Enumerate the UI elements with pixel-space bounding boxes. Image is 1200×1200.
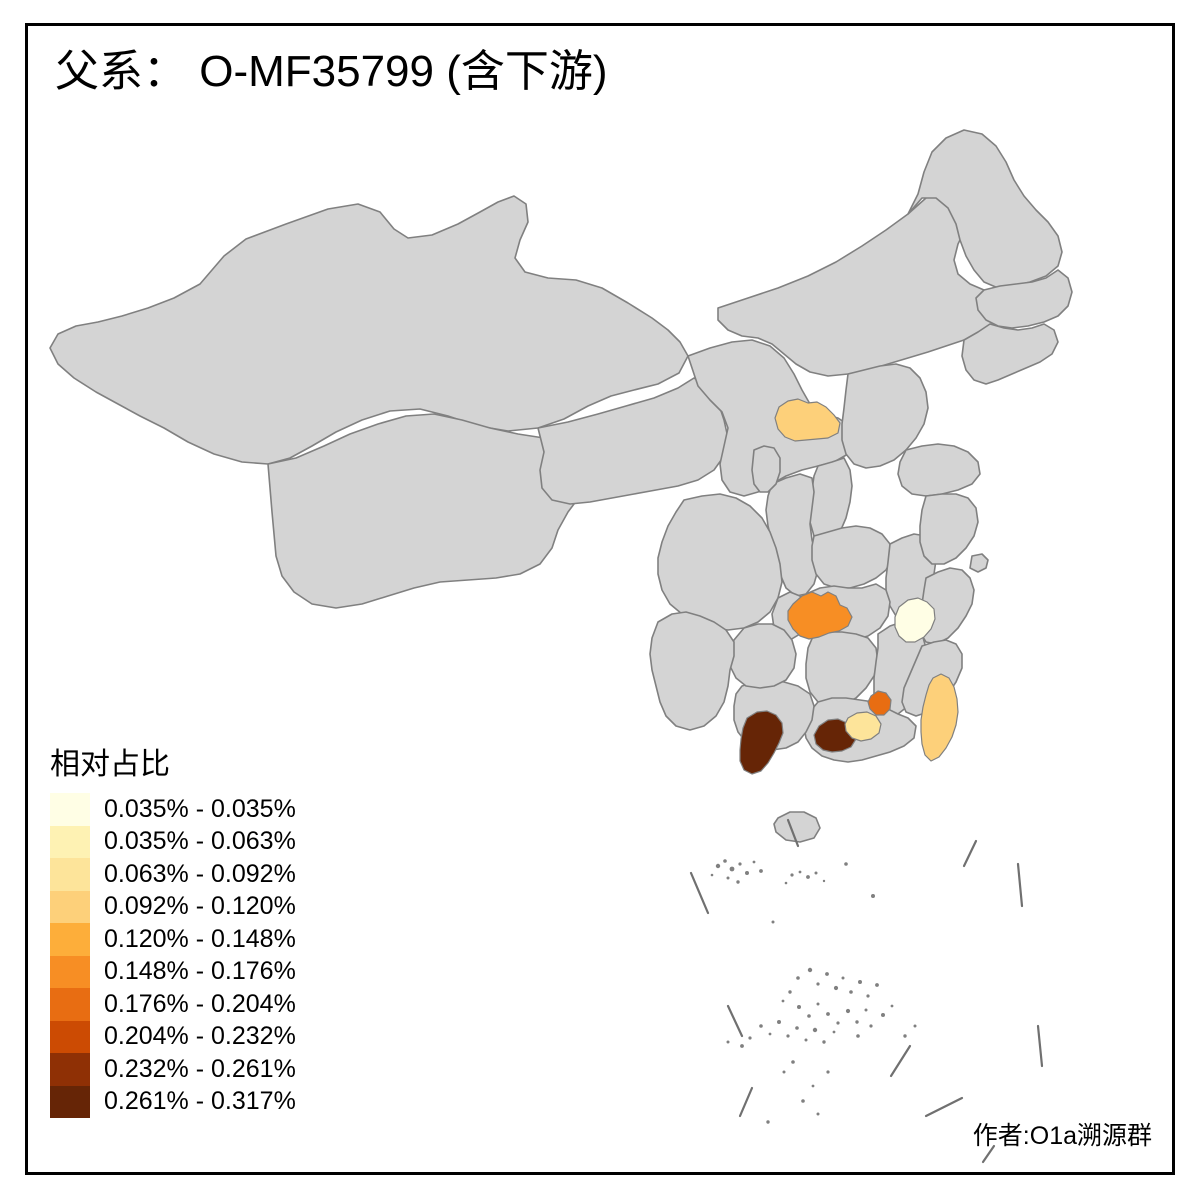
legend-row[interactable]: 0.204% - 0.232% (50, 1020, 296, 1053)
province-guizhou (729, 623, 797, 689)
region-guangdong-east-prefecture[interactable] (844, 711, 882, 742)
province-hainan (773, 811, 821, 843)
nine-dash-line (689, 818, 1044, 1164)
legend-range-label: 0.035% - 0.035% (104, 794, 296, 823)
region-north-china-prefecture[interactable] (774, 398, 841, 442)
legend-color-swatch (50, 923, 90, 956)
province-shanghai (969, 553, 989, 573)
legend-row[interactable]: 0.120% - 0.148% (50, 923, 296, 956)
province-yunnan (649, 611, 735, 731)
province-hunan (805, 631, 879, 707)
province-heilongjiang (907, 129, 1063, 289)
region-jiangxi-prefecture[interactable] (787, 591, 853, 640)
legend-range-label: 0.176% - 0.204% (104, 989, 296, 1018)
legend-range-label: 0.204% - 0.232% (104, 1022, 296, 1051)
legend-row[interactable]: 0.148% - 0.176% (50, 955, 296, 988)
legend-range-label: 0.261% - 0.317% (104, 1087, 296, 1116)
legend-row[interactable]: 0.176% - 0.204% (50, 988, 296, 1021)
legend-row[interactable]: 0.261% - 0.317% (50, 1085, 296, 1118)
legend-color-swatch (50, 1053, 90, 1086)
legend-row[interactable]: 0.063% - 0.092% (50, 858, 296, 891)
region-taiwan[interactable] (920, 673, 959, 762)
province-henan (811, 525, 893, 589)
province-qinghai (537, 377, 729, 505)
province-jiangsu (919, 493, 979, 565)
legend-color-swatch (50, 825, 90, 858)
region-guangxi-prefecture[interactable] (739, 710, 784, 775)
legend-range-label: 0.232% - 0.261% (104, 1054, 296, 1083)
legend-row[interactable]: 0.035% - 0.063% (50, 825, 296, 858)
legend-range-label: 0.035% - 0.063% (104, 827, 296, 856)
legend-range-label: 0.092% - 0.120% (104, 892, 296, 921)
province-jilin (975, 269, 1073, 329)
china-choropleth-map (28, 26, 1172, 1172)
province-liaoning (961, 323, 1059, 385)
province-shandong (897, 443, 981, 497)
province-ningxia (751, 445, 781, 493)
legend-color-swatch (50, 858, 90, 891)
legend-range-label: 0.148% - 0.176% (104, 957, 296, 986)
legend-range-label: 0.120% - 0.148% (104, 924, 296, 953)
legend-range-label: 0.063% - 0.092% (104, 859, 296, 888)
author-attribution: 作者:O1a溯源群 (972, 1122, 1152, 1150)
legend-color-swatch (50, 988, 90, 1021)
legend-row[interactable]: 0.232% - 0.261% (50, 1053, 296, 1086)
province-sichuan (657, 493, 783, 631)
south-china-sea-islands (710, 859, 917, 1124)
legend-color-swatch (50, 955, 90, 988)
legend-row[interactable]: 0.035% - 0.035% (50, 793, 296, 826)
legend-title: 相对占比 (50, 748, 170, 781)
page-title: 父系： O-MF35799 (含下游) (55, 47, 608, 96)
legend-color-swatch (50, 1085, 90, 1118)
region-zhejiang-coastal-prefecture[interactable] (894, 597, 936, 643)
legend-color-swatch (50, 1020, 90, 1053)
legend-row[interactable]: 0.092% - 0.120% (50, 890, 296, 923)
legend-rows: 0.035% - 0.035% 0.035% - 0.063% 0.063% - 0… (50, 793, 296, 1118)
province-tibet (267, 413, 589, 609)
region-fujian-coastal-prefecture[interactable] (867, 690, 892, 716)
legend-color-swatch (50, 890, 90, 923)
legend: 相对占比 0.035% - 0.035% 0.035% - 0.063% 0.063… (50, 748, 296, 1118)
legend-color-swatch (50, 793, 90, 826)
province-xinjiang (49, 195, 689, 465)
